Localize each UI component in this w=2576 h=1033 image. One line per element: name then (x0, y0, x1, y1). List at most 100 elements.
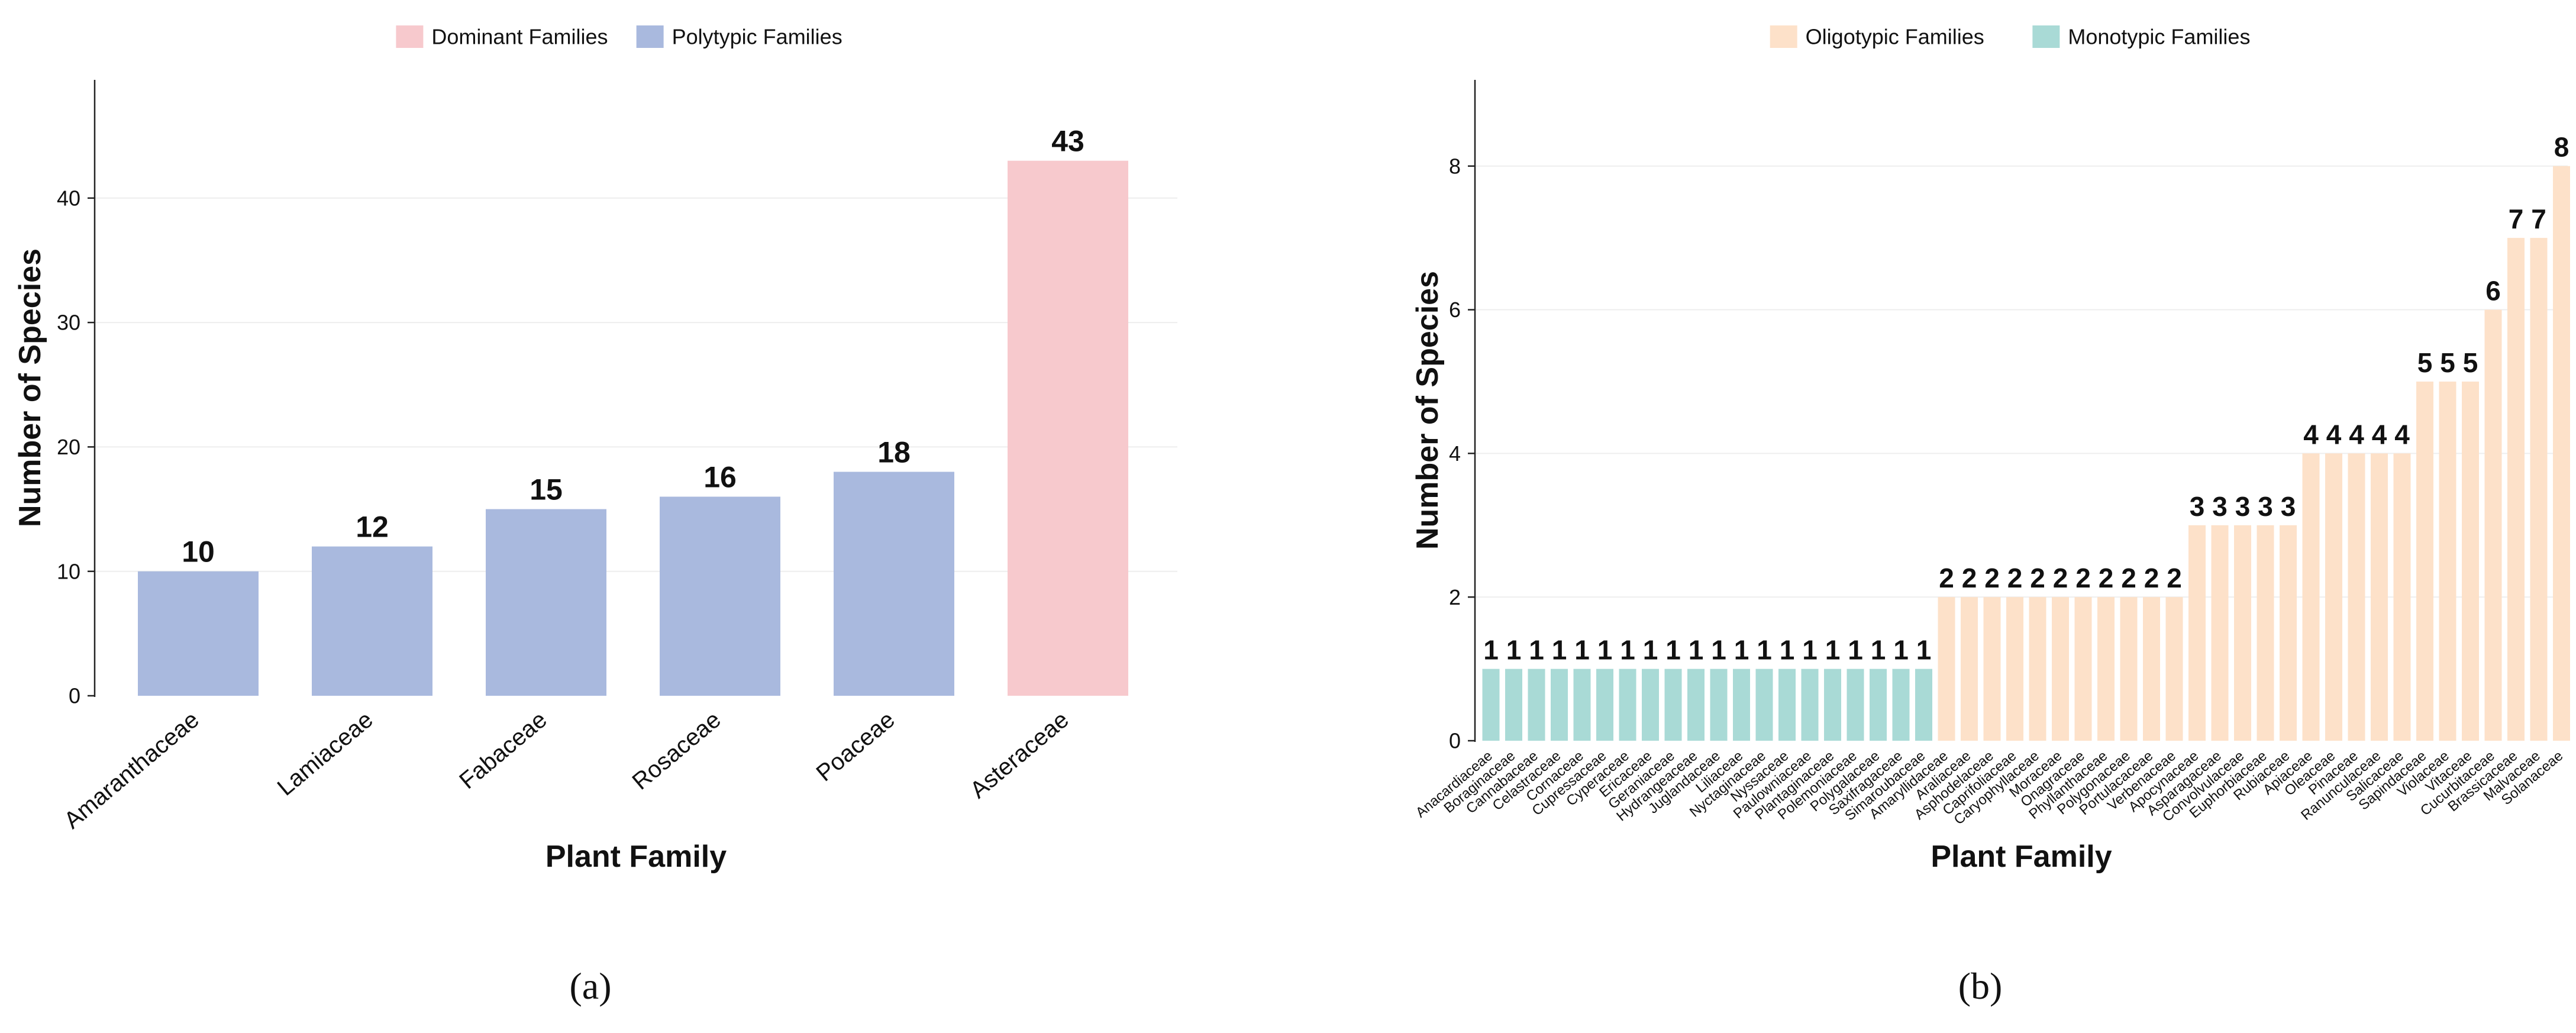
chart2-bar-brassicaceae (2507, 238, 2525, 741)
chart2-bar-asphodelaceae (1983, 597, 2001, 741)
chart2-bar-apiaceae (2302, 453, 2320, 741)
chart2-bar-paulowniaceae (1801, 669, 1819, 741)
chart2-bar-cupressaceae (1596, 669, 1613, 741)
chart2-bar-hydrangeaceae (1687, 669, 1705, 741)
chart2-bar-boraginaceae (1505, 669, 1522, 741)
chart2-data-label: 1 (1893, 635, 1909, 666)
chart2-data-label: 1 (1734, 635, 1749, 666)
chart2-data-label: 1 (1506, 635, 1522, 666)
chart2-bar-anacardiaceae (1482, 669, 1500, 741)
chart2-y-tick-label: 6 (1449, 298, 1461, 322)
chart2-data-label: 1 (1711, 635, 1726, 666)
chart1-y-tick-label: 10 (57, 559, 80, 583)
chart2-data-label: 1 (1483, 635, 1499, 666)
chart1-caption: (a) (569, 965, 611, 1007)
chart2-data-label: 5 (2440, 347, 2455, 378)
chart1-data-label: 15 (530, 473, 563, 506)
chart1-y-tick-label: 40 (57, 186, 80, 210)
chart1-data-label: 43 (1051, 125, 1084, 158)
chart2-data-label: 7 (2531, 204, 2546, 234)
chart2-data-label: 1 (1597, 635, 1613, 666)
chart2-data-label: 3 (2281, 491, 2296, 522)
chart1-x-tick-label: Asteraceae (965, 706, 1073, 803)
chart1-x-axis-title: Plant Family (545, 840, 727, 874)
chart2-bar-nyctaginaceae (1755, 669, 1773, 741)
chart1-bar-lamiaceae (312, 546, 432, 696)
chart1-legend-swatch (636, 25, 664, 48)
chart2-bar-polygalaceae (1870, 669, 1887, 741)
chart2-bar-solanaceae (2553, 166, 2570, 741)
chart2-data-label: 5 (2463, 347, 2478, 378)
chart2-data-label: 3 (2212, 491, 2228, 522)
chart2-bar-saxifragaceae (1892, 669, 1910, 741)
chart1-bar-rosaceae (660, 496, 780, 696)
chart1-legend-swatch (396, 25, 424, 48)
chart2-bar-vitaceae (2462, 381, 2479, 741)
chart2-data-label: 1 (1871, 635, 1886, 666)
chart2-y-tick-label: 0 (1449, 729, 1461, 753)
chart1-legend-label: Dominant Families (431, 25, 608, 49)
chart2-data-label: 6 (2485, 276, 2501, 306)
chart2-bar-euphorbiaceae (2257, 525, 2274, 741)
chart2-data-label: 1 (1689, 635, 1704, 666)
chart2-bar-cannabaceae (1528, 669, 1545, 741)
chart2-bar-salicaceae (2393, 453, 2411, 741)
chart1-y-axis-title: Number of Species (13, 248, 47, 527)
chart2-caption: (b) (1958, 965, 2003, 1007)
chart2-bar-simaroubaceae (1915, 669, 1932, 741)
chart2-data-label: 1 (1529, 635, 1544, 666)
chart2-legend-label: Oligotypic Families (1806, 25, 1984, 49)
chart2-bar-araliaceae (1961, 597, 1978, 741)
chart2-y-axis-title: Number of Species (1410, 271, 1445, 550)
chart2-data-label: 1 (1802, 635, 1818, 666)
chart2-data-label: 7 (2509, 204, 2524, 234)
chart2-legend-swatch (1770, 25, 1797, 48)
chart2-bar-portulacaceae (2143, 597, 2160, 741)
chart2-bar-polygonaceae (2120, 597, 2138, 741)
chart2-data-label: 1 (1643, 635, 1658, 666)
chart1-data-label: 18 (877, 435, 911, 469)
chart2-bar-caprifoliaceae (2006, 597, 2023, 741)
chart2-data-label: 1 (1574, 635, 1590, 666)
chart1-bar-asteraceae (1008, 160, 1128, 696)
chart2-bar-violaceae (2439, 381, 2456, 741)
chart2-data-label: 4 (2394, 419, 2410, 450)
chart2-bar-liliaceae (1733, 669, 1750, 741)
chart2-data-label: 3 (2258, 491, 2273, 522)
chart2-data-label: 1 (1916, 635, 1932, 666)
chart2-data-label: 4 (2349, 419, 2364, 450)
chart2-data-label: 8 (2554, 132, 2569, 163)
chart1-legend-label: Polytypic Families (672, 25, 842, 49)
chart2-data-label: 1 (1825, 635, 1841, 666)
chart1-x-tick-label: Fabaceae (454, 706, 552, 794)
chart2-data-label: 3 (2235, 491, 2251, 522)
chart2-y-tick-label: 8 (1449, 154, 1461, 178)
chart2-data-label: 2 (2007, 563, 2023, 593)
chart1-x-tick-label: Rosaceae (628, 706, 726, 795)
chart2-bar-apocynaceae (2188, 525, 2206, 741)
chart2-data-label: 2 (2167, 563, 2182, 593)
chart1-data-label: 10 (182, 535, 215, 569)
chart2-bar-sapindaceae (2416, 381, 2433, 741)
chart2-data-label: 2 (2030, 563, 2045, 593)
chart1-x-tick-label: Amaranthaceae (59, 706, 204, 834)
chart2-bar-plantaginaceae (1824, 669, 1841, 741)
chart2-bar-convolvulaceae (2234, 525, 2251, 741)
chart2-bar-pinaceae (2348, 453, 2365, 741)
chart1-bar-fabaceae (486, 509, 606, 696)
chart2-bar-oleaceae (2325, 453, 2342, 741)
chart2-bar-verbenaceae (2165, 597, 2183, 741)
chart2-bar-rubiaceae (2280, 525, 2297, 741)
chart2-bar-cucurbitaceae (2484, 309, 2502, 741)
chart2-data-label: 1 (1780, 635, 1795, 666)
chart2-data-label: 3 (2190, 491, 2205, 522)
chart2-bar-juglandaceae (1710, 669, 1728, 741)
chart2-data-label: 2 (1984, 563, 2000, 593)
chart2-bar-moraceae (2052, 597, 2069, 741)
chart2-bar-asparagaceae (2211, 525, 2229, 741)
chart2-bar-cornaceae (1573, 669, 1591, 741)
chart2-bar-amaryllidaceae (1938, 597, 1955, 741)
chart2-y-tick-label: 2 (1449, 585, 1461, 609)
chart1-bar-amaranthaceae (138, 571, 259, 696)
